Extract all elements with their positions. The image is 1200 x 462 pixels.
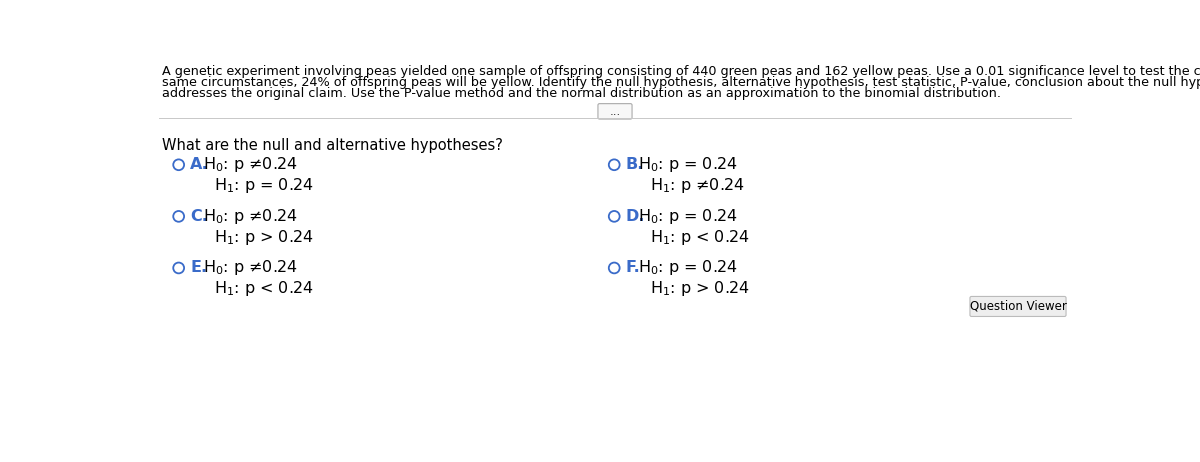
FancyBboxPatch shape — [970, 297, 1066, 316]
Text: H$_{0}$: p ≠0.24: H$_{0}$: p ≠0.24 — [203, 207, 298, 226]
Text: E.: E. — [191, 261, 208, 275]
Text: H$_{1}$: p = 0.24: H$_{1}$: p = 0.24 — [215, 176, 314, 195]
Text: H$_{1}$: p ≠0.24: H$_{1}$: p ≠0.24 — [650, 176, 744, 195]
Text: A.: A. — [191, 157, 209, 172]
Text: H$_{1}$: p > 0.24: H$_{1}$: p > 0.24 — [215, 228, 314, 247]
Text: H$_{1}$: p > 0.24: H$_{1}$: p > 0.24 — [650, 279, 750, 298]
Text: same circumstances, 24% of offspring peas will be yellow. Identify the null hypo: same circumstances, 24% of offspring pea… — [162, 76, 1200, 89]
Text: C.: C. — [191, 209, 208, 224]
Text: H$_{0}$: p = 0.24: H$_{0}$: p = 0.24 — [638, 155, 738, 174]
Text: H$_{0}$: p = 0.24: H$_{0}$: p = 0.24 — [638, 258, 738, 278]
FancyBboxPatch shape — [598, 103, 632, 119]
Text: F.: F. — [626, 261, 641, 275]
Text: H$_{1}$: p < 0.24: H$_{1}$: p < 0.24 — [215, 279, 314, 298]
Text: A genetic experiment involving peas yielded one sample of offspring consisting o: A genetic experiment involving peas yiel… — [162, 65, 1200, 78]
Text: D.: D. — [626, 209, 646, 224]
Text: B.: B. — [626, 157, 644, 172]
Text: H$_{0}$: p ≠0.24: H$_{0}$: p ≠0.24 — [203, 155, 298, 174]
Text: Question Viewer: Question Viewer — [970, 300, 1067, 313]
Text: H$_{1}$: p < 0.24: H$_{1}$: p < 0.24 — [650, 228, 750, 247]
Text: H$_{0}$: p ≠0.24: H$_{0}$: p ≠0.24 — [203, 258, 298, 278]
Text: What are the null and alternative hypotheses?: What are the null and alternative hypoth… — [162, 138, 503, 153]
Text: H$_{0}$: p = 0.24: H$_{0}$: p = 0.24 — [638, 207, 738, 226]
Text: addresses the original claim. Use the P-value method and the normal distribution: addresses the original claim. Use the P-… — [162, 87, 1001, 100]
Text: ...: ... — [610, 105, 620, 118]
